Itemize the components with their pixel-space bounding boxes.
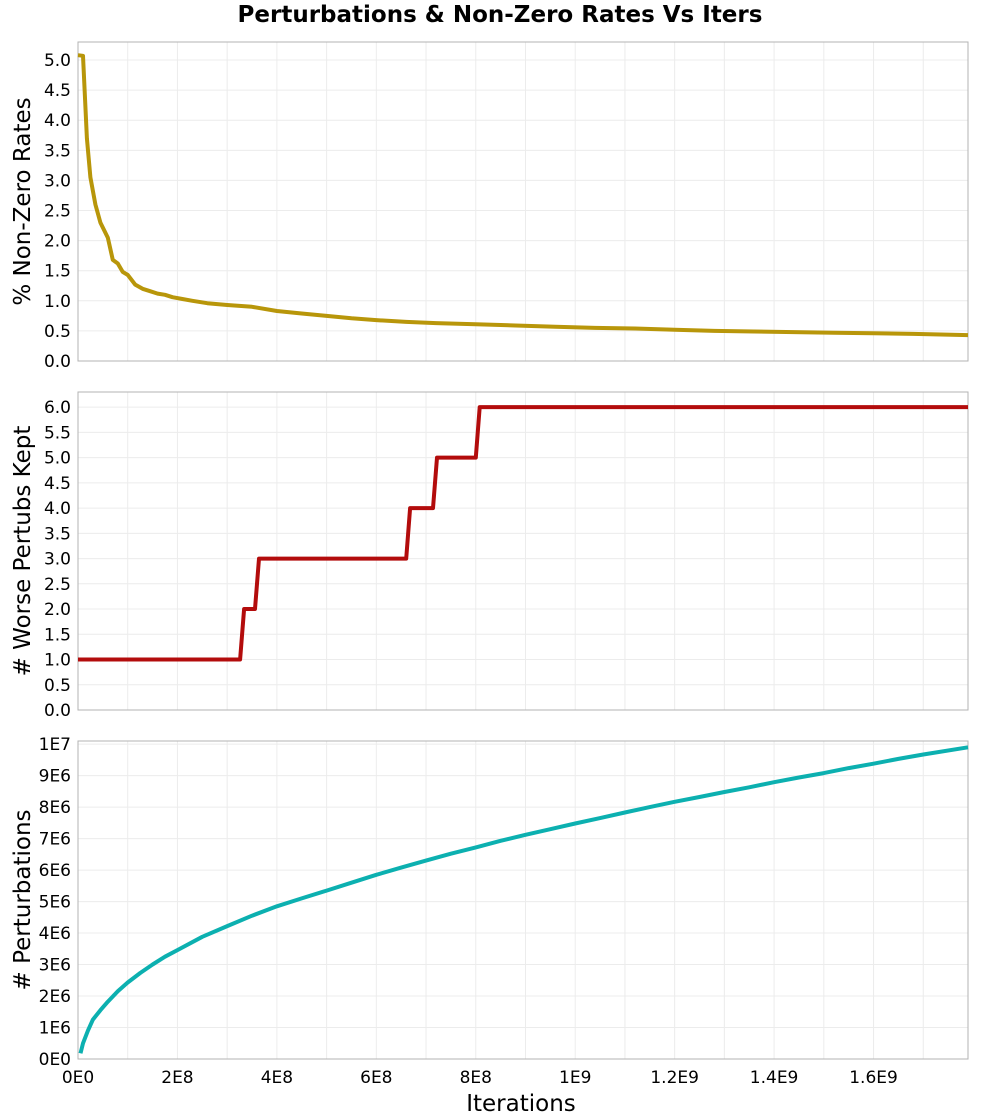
y-tick-label: 3.0 [44, 550, 71, 570]
y-tick-label: 5E6 [39, 893, 71, 913]
y-tick-label: 3.0 [44, 171, 71, 191]
series-line-perturbations [78, 745, 969, 1054]
y-tick-label: 1.5 [44, 625, 71, 645]
y-tick-label: 3E6 [39, 956, 71, 976]
x-tick-label: 6E8 [360, 1068, 392, 1088]
y-tick-label: 0.5 [44, 322, 71, 342]
plot-frame [77, 740, 969, 1060]
y-tick-label: 2E6 [39, 987, 71, 1007]
y-axis-label: % Non-Zero Rates [10, 97, 36, 305]
y-tick-label: 0E0 [39, 1050, 71, 1070]
series-line-worse [78, 405, 968, 662]
panel-worse-perturbs-kept: 0.0 0.5 1.0 1.5 2.0 2.5 3.0 3.5 4.0 4.5 5.0 5.5 6.0 #… [10, 391, 969, 721]
y-tick-label: 4E6 [39, 924, 71, 944]
y-tick-label: 1.0 [44, 292, 71, 312]
y-tick-label: 1.0 [44, 651, 71, 671]
y-tick-label: 1E7 [39, 735, 71, 755]
y-tick-label: 1.5 [44, 262, 71, 282]
x-tick-label: 1.2E9 [650, 1068, 699, 1088]
y-tick-label: 9E6 [39, 767, 71, 787]
x-tick-label: 1.6E9 [849, 1068, 898, 1088]
y-axis-label: # Perturbations [10, 809, 36, 990]
y-tick-label: 0.0 [44, 701, 71, 721]
y-tick-label: 4.0 [44, 499, 71, 519]
y-tick-label: 1E6 [39, 1019, 71, 1039]
y-tick-label: 3.5 [44, 141, 71, 161]
x-tick-label: 1E9 [559, 1068, 591, 1088]
y-tick-label: 7E6 [39, 830, 71, 850]
series-line-nonzero [77, 53, 969, 338]
y-tick-label: 5.5 [44, 423, 71, 443]
x-tick-label: 4E8 [261, 1068, 293, 1088]
y-tick-label: 4.5 [44, 81, 71, 101]
y-tick-label: 2.0 [44, 232, 71, 252]
x-tick-label: 2E8 [161, 1068, 193, 1088]
x-tick-label: 8E8 [460, 1068, 492, 1088]
x-axis-label: Iterations [466, 1091, 576, 1117]
y-tick-label: 4.0 [44, 111, 71, 131]
y-tick-label: 0.5 [44, 676, 71, 696]
y-tick-label: 6E6 [39, 861, 71, 881]
panel-perturbations: 0E0 1E6 2E6 3E6 4E6 5E6 6E6 7E6 8E6 9E6 1E7 0E0 2E8 4… [10, 735, 969, 1117]
y-tick-label: 2.5 [44, 202, 71, 222]
y-tick-label: 2.0 [44, 600, 71, 620]
y-tick-label: 5.0 [44, 51, 71, 71]
x-tick-label: 0E0 [62, 1068, 94, 1088]
plot-frame [77, 391, 969, 711]
y-tick-label: 5.0 [44, 449, 71, 469]
y-tick-label: 2.5 [44, 575, 71, 595]
y-tick-label: 4.5 [44, 474, 71, 494]
panel-nonzero-rates: 0.0 0.5 1.0 1.5 2.0 2.5 3.0 3.5 4.0 4.5 5.0 % Non-Z… [10, 41, 969, 372]
y-axis-label: # Worse Pertubs Kept [10, 426, 36, 677]
figure-title: Perturbations & Non-Zero Rates Vs Iters [238, 2, 763, 28]
y-tick-label: 3.5 [44, 524, 71, 544]
x-tick-label: 1.4E9 [750, 1068, 799, 1088]
y-tick-label: 0.0 [44, 352, 71, 372]
plot-frame [77, 41, 969, 362]
y-tick-label: 8E6 [39, 798, 71, 818]
y-tick-label: 6.0 [44, 398, 71, 418]
